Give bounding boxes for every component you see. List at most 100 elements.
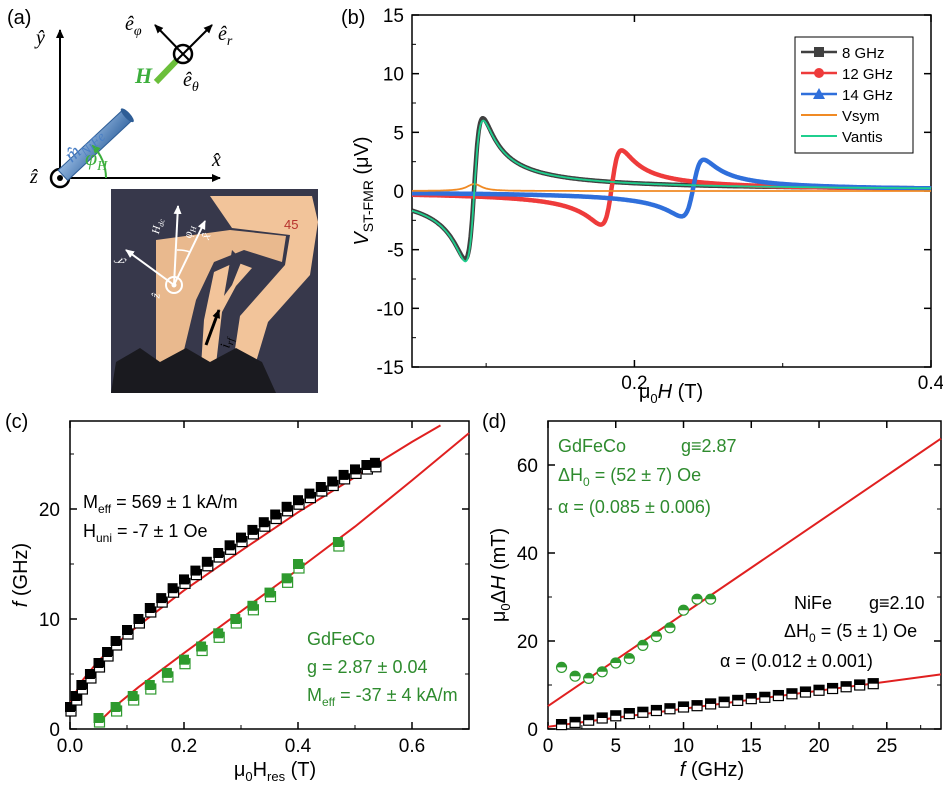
photo-y-arrow xyxy=(125,249,175,286)
c-point-NiFe xyxy=(369,457,380,468)
svg-text:ΔH0 = (52 ± 7) Oe: ΔH0 = (52 ± 7) Oe xyxy=(558,465,701,489)
c-point-NiFe xyxy=(102,647,113,657)
panel-b-x-label: μ0H (T) xyxy=(639,381,703,406)
b-ytick-label: 10 xyxy=(383,65,404,86)
panel-c-gdfeco-annotation: GdFeCo g = 2.87 ± 0.04 Meff = -37 ± 4 kA… xyxy=(307,629,458,709)
b-ytick-label: -10 xyxy=(377,299,404,320)
c-xtick-label: 0.0 xyxy=(57,736,83,757)
c-point-NiFe xyxy=(179,574,189,585)
panel-b-chart: (b) -15 -10 -5 0 5 10 15 0.2 0.4 VST-FMR (μV) μ0… xyxy=(341,6,943,406)
photo-current-arrow xyxy=(204,309,221,346)
svg-text:g = 2.87 ± 0.04: g = 2.87 ± 0.04 xyxy=(307,657,427,677)
c-point-NiFe xyxy=(156,593,167,604)
c-ytick-label: 10 xyxy=(39,610,60,631)
b-legend-label: Vantis xyxy=(842,129,883,146)
c-point-NiFe xyxy=(65,702,75,712)
z-axis-label: ẑ xyxy=(29,166,38,188)
c-xtick-label: 0.6 xyxy=(399,736,425,757)
c-point-GdFeCo xyxy=(281,573,292,584)
svg-text:Meff = -37 ± 4 kA/m: Meff = -37 ± 4 kA/m xyxy=(307,685,458,709)
c-point-NiFe xyxy=(327,476,338,487)
c-point-NiFe xyxy=(338,469,349,480)
b-legend-label: 12 GHz xyxy=(842,66,893,83)
panel-d-points xyxy=(555,593,879,731)
b-ytick-label: -5 xyxy=(387,241,404,262)
b-legend-label: Vsym xyxy=(842,108,880,125)
d-xtick-label: 10 xyxy=(673,736,694,757)
panel-c-nife-annotation: Meff = 569 ± 1 kA/m Huni = -7 ± 1 Oe xyxy=(83,492,238,545)
c-ytick-label: 0 xyxy=(49,720,60,741)
c-point-GdFeCo xyxy=(247,600,258,611)
panel-b-y-label: VST-FMR (μV) xyxy=(351,136,376,245)
b-ytick-label: -15 xyxy=(377,358,404,379)
c-point-NiFe xyxy=(224,540,235,551)
c-point-NiFe xyxy=(110,636,121,646)
panel-label-c: (c) xyxy=(5,411,28,433)
field-H-label: H xyxy=(134,63,153,88)
angle-phiH-arc xyxy=(91,144,107,179)
panel-label-d: (d) xyxy=(482,411,506,433)
panel-a-diagram: (a) ŷ x̂ ẑ φH H m̂NiFe êφ êr êθ xyxy=(7,7,233,189)
c-xtick-label: 0.2 xyxy=(171,736,197,757)
c-point-NiFe xyxy=(84,669,95,679)
c-point-NiFe xyxy=(76,680,87,690)
c-point-NiFe xyxy=(315,482,326,492)
e-phi-label: êφ xyxy=(125,13,142,39)
svg-text:ẑ: ẑ xyxy=(148,292,163,300)
panel-d-ticks: 0 20 40 60 0 5 10 15 20 25 xyxy=(517,421,941,757)
c-point-NiFe xyxy=(293,495,303,506)
c-point-GdFeCo xyxy=(161,667,172,678)
c-point-GdFeCo xyxy=(213,628,224,639)
d-ytick-label: 0 xyxy=(527,720,538,741)
svg-text:ΔH0 = (5 ± 1) Oe: ΔH0 = (5 ± 1) Oe xyxy=(784,621,917,645)
svg-text:α = (0.085 ± 0.006): α = (0.085 ± 0.006) xyxy=(558,497,711,517)
c-point-NiFe xyxy=(258,517,269,528)
panel-c-frame xyxy=(69,420,470,730)
d-xtick-label: 0 xyxy=(543,736,554,757)
panel-label-a: (a) xyxy=(7,7,31,29)
svg-text:NiFe: NiFe xyxy=(794,593,832,613)
b-legend-label: 8 GHz xyxy=(842,45,885,62)
c-point-NiFe xyxy=(201,556,212,567)
c-point-NiFe xyxy=(122,625,132,635)
c-point-GdFeCo xyxy=(93,713,104,723)
d-xtick-label: 25 xyxy=(876,736,897,757)
c-point-GdFeCo xyxy=(179,654,189,665)
c-point-NiFe xyxy=(281,501,292,512)
d-ytick-label: 60 xyxy=(517,456,538,477)
b-ytick-label: 0 xyxy=(393,182,404,203)
svg-text:φH: φH xyxy=(180,223,198,239)
panel-c-points xyxy=(65,457,382,728)
b-xtick-label: 0.4 xyxy=(918,373,943,394)
d-ytick-label: 20 xyxy=(517,632,538,653)
c-point-NiFe xyxy=(270,509,281,520)
c-point-NiFe xyxy=(144,603,155,613)
b-ytick-label: 5 xyxy=(393,123,404,144)
b-legend-label: 14 GHz xyxy=(842,87,893,104)
c-point-NiFe xyxy=(236,532,246,543)
photo-x-arrow xyxy=(173,220,206,286)
d-xtick-label: 15 xyxy=(741,736,762,757)
b-fit-Vsym xyxy=(412,183,931,192)
b-legend-marker xyxy=(813,88,825,99)
panel-c-y-label: f (GHz) xyxy=(10,543,32,607)
device-photo: 45 Hdc φH x̂ ŷ ẑ irf xyxy=(111,189,318,393)
b-ytick-label: 15 xyxy=(383,6,404,27)
probe-shadows xyxy=(111,348,276,393)
c-point-NiFe xyxy=(167,583,178,594)
b-legend-marker xyxy=(814,68,824,78)
ground-pad-left xyxy=(156,230,286,382)
c-point-NiFe xyxy=(190,565,201,576)
c-point-GdFeCo xyxy=(110,702,121,712)
panel-b-ticks: -15 -10 -5 0 5 10 15 0.2 0.4 xyxy=(377,6,943,394)
c-point-NiFe xyxy=(213,548,224,558)
svg-text:GdFeCo: GdFeCo xyxy=(558,436,626,456)
c-point-NiFe xyxy=(350,464,360,475)
y-axis-label: ŷ xyxy=(34,27,45,49)
panel-c-ticks: 0 10 20 0.0 0.2 0.4 0.6 xyxy=(39,421,469,757)
svg-text:x̂: x̂ xyxy=(197,230,213,242)
c-point-NiFe xyxy=(304,488,315,499)
svg-text:φH: φH xyxy=(85,145,108,174)
